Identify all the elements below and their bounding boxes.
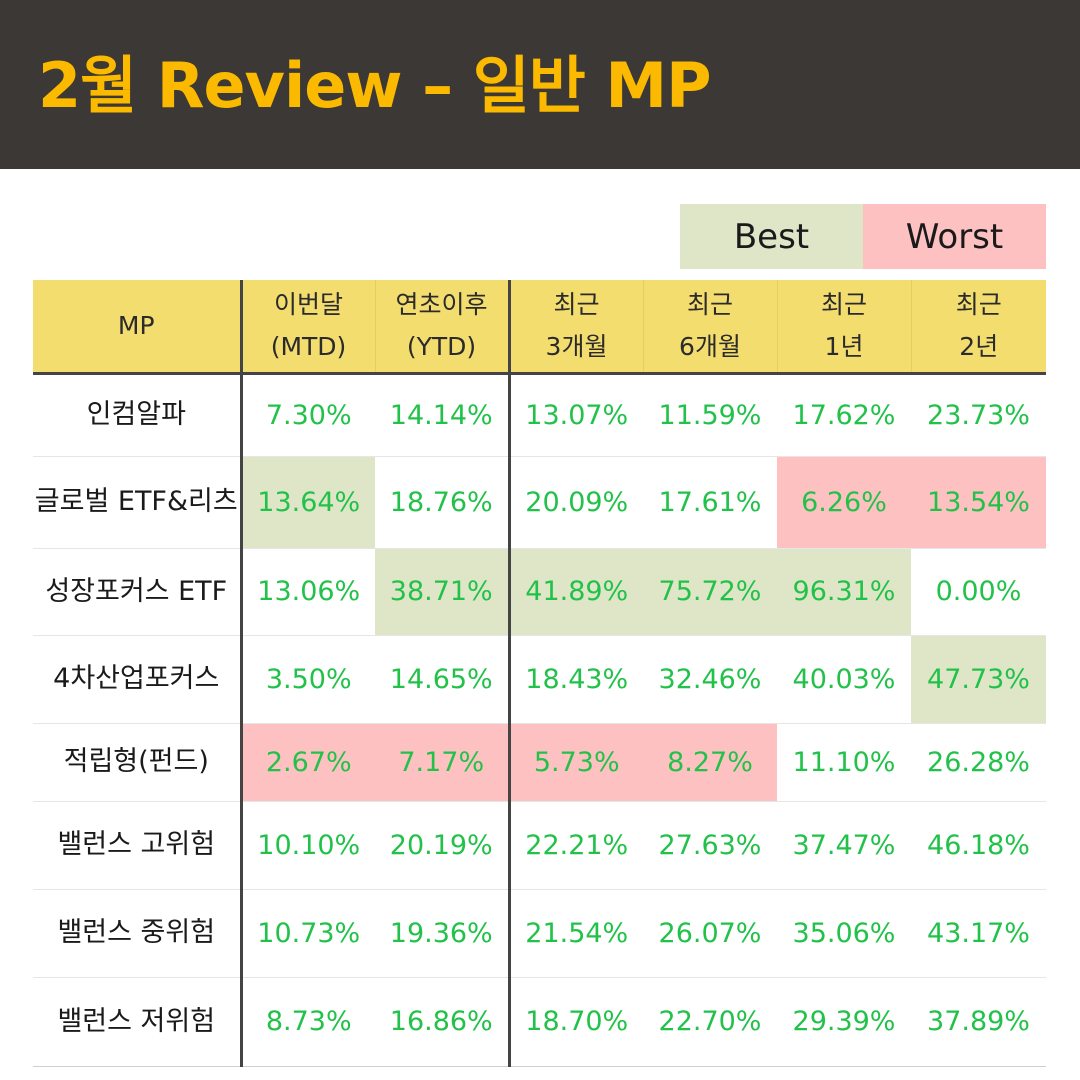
cell-ytd: 14.65% xyxy=(375,635,509,724)
cell-ytd: 20.19% xyxy=(375,801,509,890)
cell-1y: 35.06% xyxy=(777,889,911,978)
cell-6m: 11.59% xyxy=(643,373,777,457)
cell-6m: 17.61% xyxy=(643,456,777,549)
cell-ytd: 19.36% xyxy=(375,889,509,978)
cell-3m: 18.70% xyxy=(507,977,643,1067)
cell-ytd: 18.76% xyxy=(375,456,509,549)
cell-2y: 26.28% xyxy=(911,723,1046,802)
table-row: 4차산업포커스 3.50% 14.65% 18.43% 32.46% 40.03… xyxy=(33,635,1046,724)
cell-6m: 26.07% xyxy=(643,889,777,978)
table-row: 성장포커스 ETF 13.06% 38.71% 41.89% 75.72% 96… xyxy=(33,548,1046,636)
cell-2y: 13.54% xyxy=(911,456,1046,549)
cell-3m: 21.54% xyxy=(507,889,643,978)
cell-mtd: 10.73% xyxy=(239,889,375,978)
header-line: MP xyxy=(117,310,155,340)
cell-2y: 23.73% xyxy=(911,373,1046,457)
row-name: 인컴알파 xyxy=(33,373,241,457)
header-ytd: 연초이후 (YTD) xyxy=(374,280,509,375)
cell-mtd: 13.06% xyxy=(239,548,375,636)
page-title: 2월 Review – 일반 MP xyxy=(38,49,712,122)
row-name: 적립형(펀드) xyxy=(33,723,241,802)
cell-ytd: 38.71% xyxy=(375,548,509,636)
cell-6m: 32.46% xyxy=(643,635,777,724)
cell-mtd: 10.10% xyxy=(239,801,375,890)
row-name: 4차산업포커스 xyxy=(33,635,241,724)
cell-1y: 11.10% xyxy=(777,723,911,802)
cell-6m: 22.70% xyxy=(643,977,777,1067)
cell-3m: 13.07% xyxy=(507,373,643,457)
table-row: 글로벌 ETF&리츠 13.64% 18.76% 20.09% 17.61% 6… xyxy=(33,456,1046,549)
cell-mtd: 2.67% xyxy=(239,723,375,802)
row-name: 밸런스 중위험 xyxy=(33,889,241,978)
header-line: (YTD) xyxy=(406,331,477,361)
header-mtd: 이번달 (MTD) xyxy=(239,280,375,375)
header-line: 3개월 xyxy=(545,331,608,361)
header-line: 6개월 xyxy=(679,331,741,361)
cell-ytd: 16.86% xyxy=(375,977,509,1067)
table-row: 인컴알파 7.30% 14.14% 13.07% 11.59% 17.62% 2… xyxy=(33,373,1046,457)
cell-3m: 18.43% xyxy=(507,635,643,724)
header-line: 최근 xyxy=(553,289,600,319)
cell-2y: 0.00% xyxy=(911,548,1046,636)
cell-mtd: 3.50% xyxy=(239,635,375,724)
header-6m: 최근 6개월 xyxy=(642,280,777,375)
row-name: 밸런스 고위험 xyxy=(33,801,241,890)
cell-3m: 5.73% xyxy=(507,723,643,802)
table-row: 밸런스 중위험 10.73% 19.36% 21.54% 26.07% 35.0… xyxy=(33,889,1046,978)
header-2y: 최근 2년 xyxy=(910,280,1046,375)
cell-1y: 96.31% xyxy=(777,548,911,636)
cell-2y: 43.17% xyxy=(911,889,1046,978)
header-line: 최근 xyxy=(686,289,733,319)
header-line: 2년 xyxy=(959,331,999,361)
cell-1y: 29.39% xyxy=(777,977,911,1067)
legend-worst: Worst xyxy=(863,204,1046,269)
header-band: 2월 Review – 일반 MP xyxy=(0,0,1080,169)
cell-1y: 40.03% xyxy=(777,635,911,724)
row-name: 성장포커스 ETF xyxy=(33,548,241,636)
header-line: 최근 xyxy=(955,289,1002,319)
cell-mtd: 7.30% xyxy=(239,373,375,457)
header-line: 이번달 xyxy=(273,289,343,319)
header-mp: MP xyxy=(33,280,241,375)
cell-6m: 8.27% xyxy=(643,723,777,802)
cell-3m: 41.89% xyxy=(507,548,643,636)
table-header-row: MP 이번달 (MTD) 연초이후 (YTD) 최근 3개월 최근 6개월 최근… xyxy=(33,280,1046,375)
cell-3m: 20.09% xyxy=(507,456,643,549)
cell-mtd: 8.73% xyxy=(239,977,375,1067)
header-1y: 최근 1년 xyxy=(776,280,911,375)
header-line: 1년 xyxy=(824,331,864,361)
cell-2y: 47.73% xyxy=(911,635,1046,724)
header-line: 연초이후 xyxy=(395,289,488,319)
cell-2y: 46.18% xyxy=(911,801,1046,890)
cell-1y: 37.47% xyxy=(777,801,911,890)
table-row: 적립형(펀드) 2.67% 7.17% 5.73% 8.27% 11.10% 2… xyxy=(33,723,1046,802)
cell-mtd: 13.64% xyxy=(239,456,375,549)
cell-6m: 27.63% xyxy=(643,801,777,890)
header-3m: 최근 3개월 xyxy=(507,280,643,375)
cell-2y: 37.89% xyxy=(911,977,1046,1067)
legend-best: Best xyxy=(680,204,863,269)
cell-ytd: 14.14% xyxy=(375,373,509,457)
cell-1y: 6.26% xyxy=(777,456,911,549)
row-name: 글로벌 ETF&리츠 xyxy=(33,456,241,549)
mp-returns-table: MP 이번달 (MTD) 연초이후 (YTD) 최근 3개월 최근 6개월 최근… xyxy=(33,280,1046,1067)
cell-ytd: 7.17% xyxy=(375,723,509,802)
cell-1y: 17.62% xyxy=(777,373,911,457)
table-row: 밸런스 저위험 8.73% 16.86% 18.70% 22.70% 29.39… xyxy=(33,977,1046,1067)
header-line: (MTD) xyxy=(270,331,347,361)
cell-6m: 75.72% xyxy=(643,548,777,636)
cell-3m: 22.21% xyxy=(507,801,643,890)
header-line: 최근 xyxy=(820,289,867,319)
row-name: 밸런스 저위험 xyxy=(33,977,241,1067)
table-row: 밸런스 고위험 10.10% 20.19% 22.21% 27.63% 37.4… xyxy=(33,801,1046,890)
